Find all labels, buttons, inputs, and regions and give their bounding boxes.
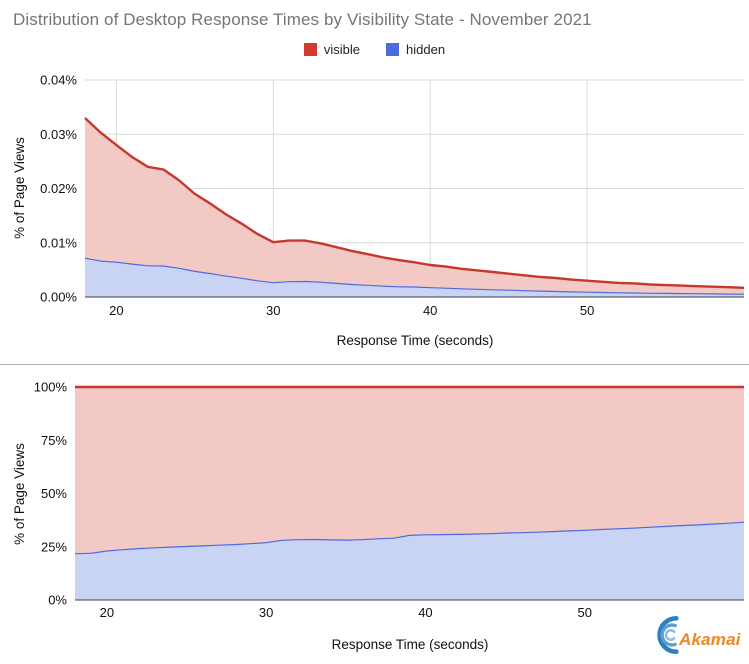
area-hidden bbox=[85, 257, 744, 297]
y-tick-label: 0% bbox=[48, 593, 67, 608]
chart-divider bbox=[0, 364, 749, 365]
hidden-series-swatch-icon bbox=[386, 43, 400, 56]
y-tick-label: 0.00% bbox=[40, 290, 77, 305]
y-tick-label: 50% bbox=[41, 486, 67, 501]
chart-title: Distribution of Desktop Response Times b… bbox=[13, 10, 592, 29]
legend-label-hidden: hidden bbox=[406, 42, 446, 57]
x-tick-label: 50 bbox=[577, 605, 591, 620]
akamai-crescent-icon bbox=[657, 615, 679, 655]
x-axis-title-bottom-chart: Response Time (seconds) bbox=[331, 637, 489, 652]
x-tick-label: 40 bbox=[418, 605, 432, 620]
y-tick-label: 0.01% bbox=[40, 235, 77, 250]
visibility-share-100pct-chart: 0% 25% 50% 75% 100% 20 30 40 50 bbox=[34, 380, 745, 620]
response-time-distribution-chart: 0.00% 0.01% 0.02% 0.03% 0.04% 20 30 40 50 bbox=[40, 73, 745, 318]
y-tick-label: 0.04% bbox=[40, 73, 77, 88]
x-axis-title-top-chart: Response Time (seconds) bbox=[336, 333, 494, 348]
akamai-logo-text: Akamai bbox=[679, 630, 741, 649]
area-visible bbox=[85, 118, 744, 294]
x-tick-label: 30 bbox=[266, 303, 280, 318]
legend-label-visible: visible bbox=[323, 42, 361, 57]
area-hidden bbox=[75, 521, 744, 600]
line-visible bbox=[84, 117, 745, 289]
y-tick-label: 0.02% bbox=[40, 181, 77, 196]
legend-item-visible: visible bbox=[303, 42, 361, 57]
akamai-logo: Akamai bbox=[646, 608, 746, 662]
y-tick-label: 100% bbox=[34, 380, 68, 395]
x-tick-label: 30 bbox=[259, 605, 273, 620]
x-tick-label: 20 bbox=[100, 605, 114, 620]
y-tick-label: 75% bbox=[41, 433, 67, 448]
x-tick-label: 40 bbox=[423, 303, 437, 318]
legend-item-hidden: hidden bbox=[386, 42, 445, 57]
x-tick-label: 50 bbox=[580, 303, 594, 318]
legend: visible hidden bbox=[0, 42, 749, 57]
area-visible bbox=[75, 387, 744, 554]
y-tick-label: 0.03% bbox=[40, 127, 77, 142]
visible-series-swatch-icon bbox=[303, 43, 317, 56]
x-tick-label: 20 bbox=[109, 303, 123, 318]
y-tick-label: 25% bbox=[41, 539, 67, 554]
